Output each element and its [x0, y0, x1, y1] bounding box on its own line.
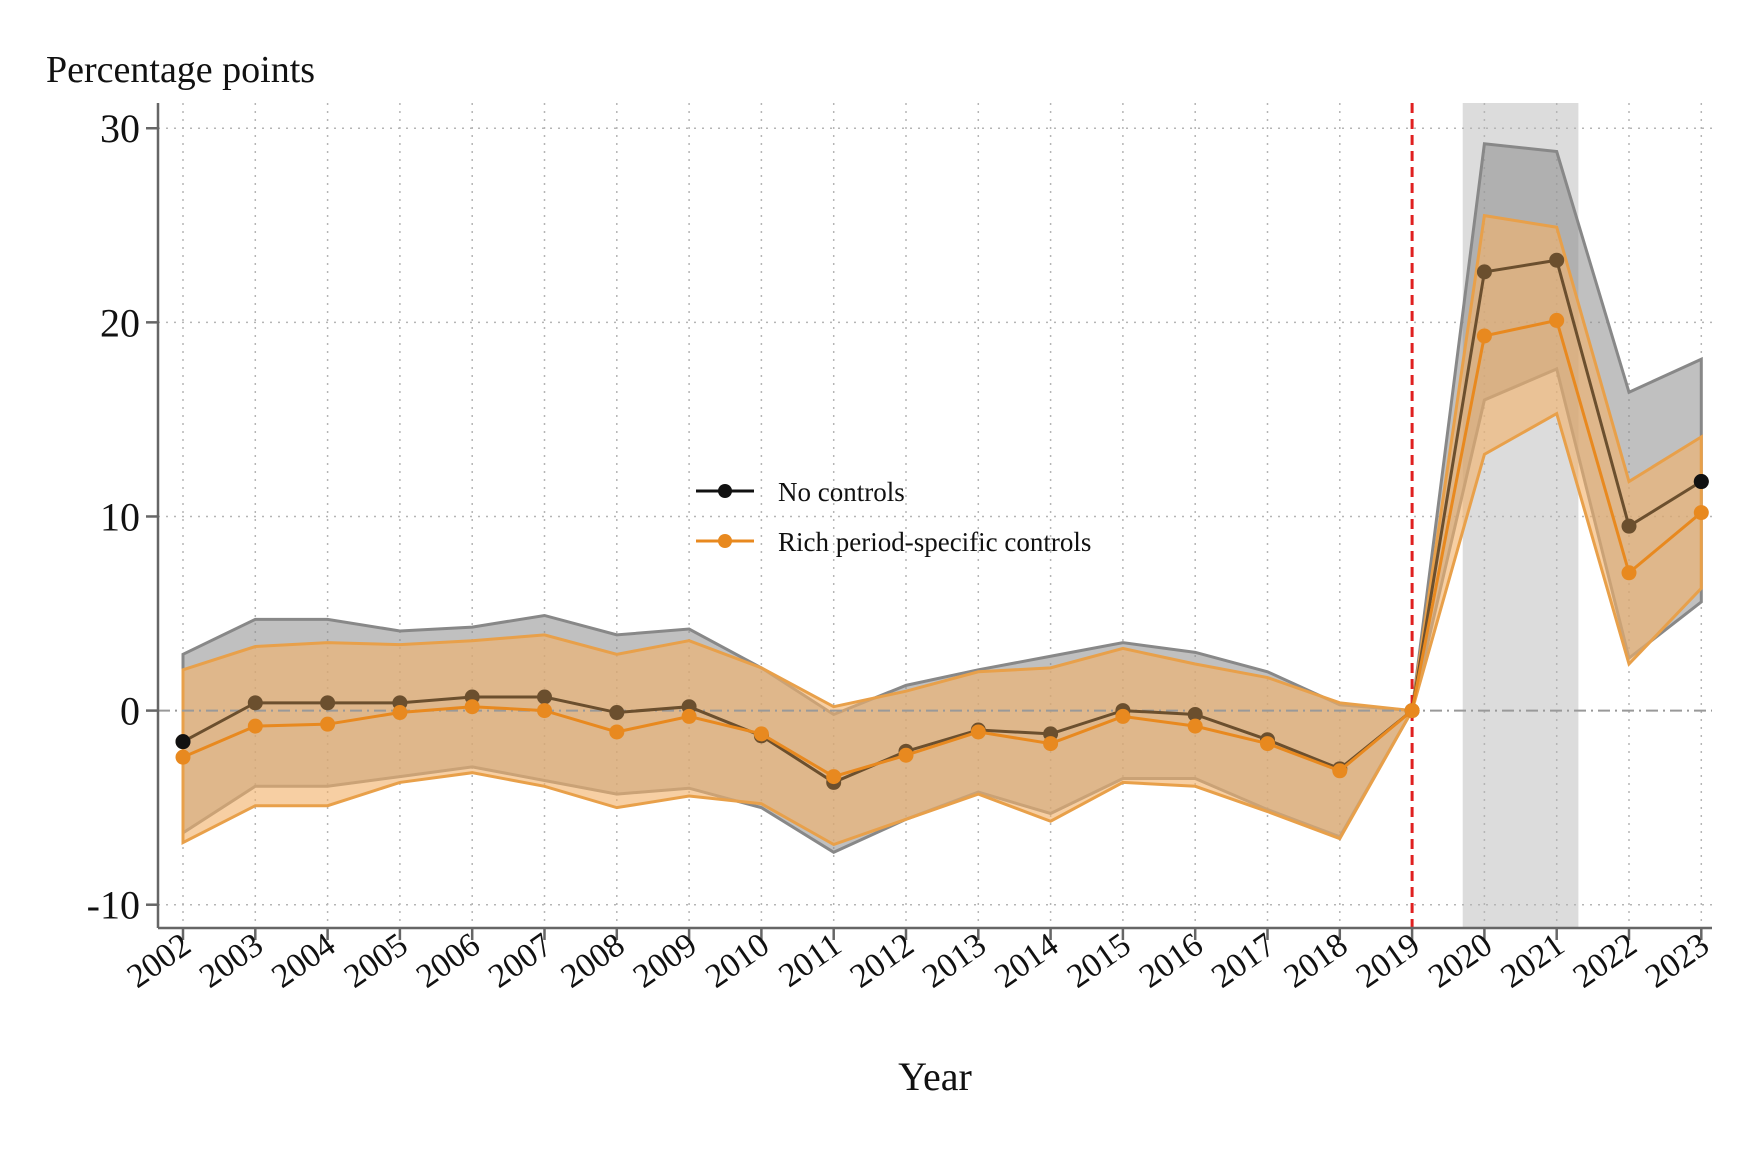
x-tick-label: 2020	[1422, 926, 1499, 995]
x-tick-label: 2005	[338, 926, 415, 995]
point-rich-controls-2014	[1043, 736, 1059, 752]
point-no-controls-2007	[537, 689, 552, 705]
x-tick-label: 2013	[916, 926, 993, 995]
endpoint-no-controls-2002	[175, 734, 191, 750]
x-tick-label: 2021	[1494, 926, 1571, 995]
x-axis-title: Year	[898, 1054, 972, 1099]
point-rich-controls-2005	[392, 705, 408, 721]
point-rich-controls-2018	[1332, 763, 1348, 779]
confidence-band-layer	[181, 142, 1703, 854]
x-tick-label: 2002	[121, 926, 198, 995]
point-rich-controls-2016	[1187, 718, 1203, 734]
point-rich-controls-2008	[609, 724, 625, 740]
series-line-rich-controls	[182, 318, 1703, 779]
x-tick-label: 2007	[482, 926, 559, 995]
x-tick-label: 2003	[193, 926, 270, 995]
point-rich-controls-2019	[1404, 703, 1420, 719]
point-rich-controls-2011	[826, 769, 842, 785]
x-tick-label: 2010	[699, 926, 776, 995]
point-no-controls-2008	[609, 705, 625, 721]
legend: No controls Rich period-specific control…	[696, 477, 1091, 557]
endpoint-no-controls-2023	[1693, 474, 1709, 490]
point-rich-controls-2020	[1476, 328, 1492, 344]
point-no-controls-2022	[1621, 518, 1637, 534]
y-tick-label: 0	[120, 689, 140, 734]
series-line-no-controls	[182, 258, 1703, 785]
x-tick-label: 2008	[554, 926, 631, 995]
point-rich-controls-2015	[1115, 708, 1131, 724]
point-rich-controls-2021	[1549, 312, 1565, 328]
legend-label-no-controls: No controls	[778, 477, 905, 507]
y-axis-title: Percentage points	[46, 49, 315, 91]
y-tick-label: 30	[100, 106, 140, 151]
ci-band-rich-controls	[181, 213, 1703, 847]
point-rich-controls-2004	[320, 716, 336, 732]
legend-marker-rich-controls	[718, 534, 732, 548]
point-rich-controls-2007	[537, 703, 552, 719]
point-rich-controls-2017	[1260, 736, 1275, 752]
point-rich-controls-2002	[175, 749, 191, 765]
point-rich-controls-2003	[247, 718, 263, 734]
point-rich-controls-2012	[898, 747, 914, 763]
point-rich-controls-2010	[753, 726, 769, 742]
legend-label-rich-controls: Rich period-specific controls	[778, 527, 1091, 557]
x-tick-label: 2018	[1277, 926, 1354, 995]
point-rich-controls-2013	[970, 724, 986, 740]
x-tick-label: 2022	[1567, 926, 1644, 995]
x-tick-label: 2015	[1061, 926, 1138, 995]
x-tick-label: 2023	[1639, 926, 1716, 995]
x-tick-label: 2014	[988, 926, 1065, 995]
x-tick-label: 2004	[265, 926, 342, 995]
point-no-controls-2020	[1476, 264, 1492, 280]
point-rich-controls-2022	[1621, 565, 1637, 581]
grid-layer	[158, 103, 1712, 928]
point-rich-controls-2009	[681, 708, 697, 724]
x-tick-label: 2006	[410, 926, 487, 995]
x-tick-label: 2009	[627, 926, 704, 995]
point-no-controls-2021	[1549, 252, 1565, 268]
series-layer	[175, 252, 1709, 790]
y-tick-label: 10	[100, 494, 140, 539]
point-no-controls-2004	[320, 695, 336, 711]
legend-marker-no-controls	[718, 484, 732, 498]
x-tick-label: 2011	[772, 926, 848, 995]
point-rich-controls-2006	[464, 699, 480, 715]
y-tick-label: 20	[100, 300, 140, 345]
x-tick-label: 2019	[1350, 926, 1427, 995]
y-tick-label: -10	[87, 883, 140, 928]
x-tick-label: 2016	[1133, 926, 1210, 995]
x-tick-label: 2012	[844, 926, 921, 995]
x-tick-label: 2017	[1205, 926, 1282, 995]
point-rich-controls-2023	[1693, 505, 1709, 521]
point-no-controls-2003	[247, 695, 263, 711]
point-no-controls-2016	[1187, 706, 1203, 722]
